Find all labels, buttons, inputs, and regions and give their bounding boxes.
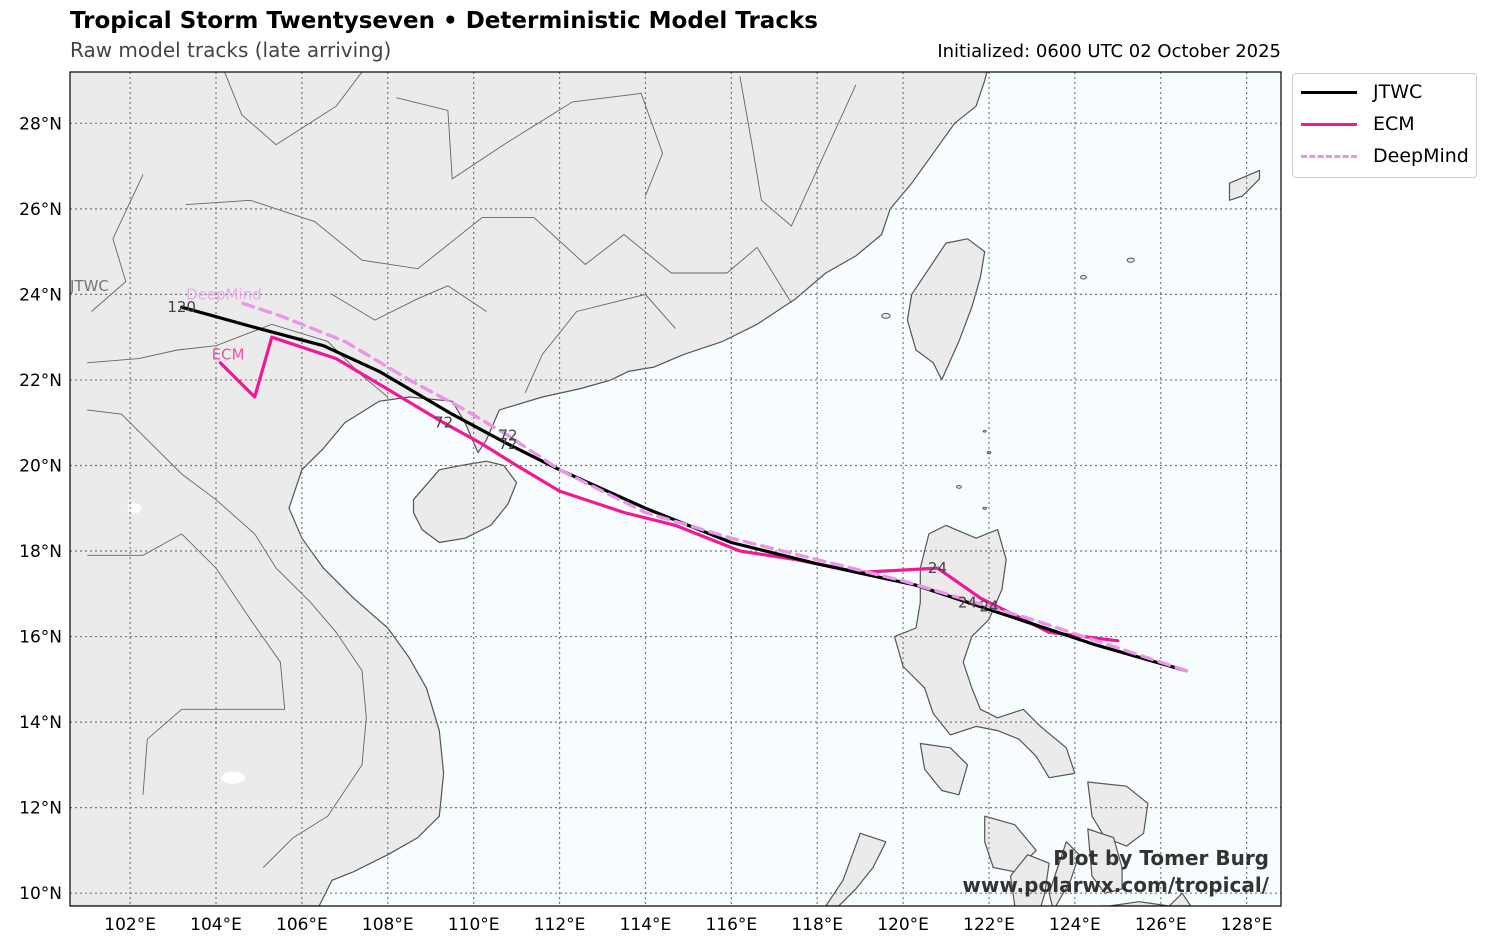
x-tick-label: 126°E xyxy=(1135,915,1187,935)
plot-frame xyxy=(69,71,1282,907)
x-tick-label: 114°E xyxy=(620,915,672,935)
admin-border xyxy=(224,72,363,146)
forecast-hour-label-ecm: 24 xyxy=(928,559,947,577)
land-samar xyxy=(1087,781,1149,847)
y-tick-label: 12°N xyxy=(19,799,62,819)
x-tick-label: 116°E xyxy=(705,915,757,935)
legend-item-ecm: ECM xyxy=(1301,112,1415,136)
y-tick-label: 26°N xyxy=(19,200,62,220)
y-tick-label: 16°N xyxy=(19,628,62,648)
admin-border xyxy=(91,174,144,312)
y-tick-label: 14°N xyxy=(19,713,62,733)
credit: Plot by Tomer Burg www.polarwx.com/tropi… xyxy=(962,845,1269,899)
y-tick-label: 28°N xyxy=(19,114,62,134)
admin-border xyxy=(185,199,792,304)
legend-label-deepmind: DeepMind xyxy=(1373,145,1469,167)
land-layer xyxy=(70,72,1261,906)
lake xyxy=(127,503,142,514)
y-tick-label: 18°N xyxy=(19,542,62,562)
forecast-hour-label-jtwc: 120 xyxy=(167,298,196,316)
x-tick-label: 110°E xyxy=(448,915,500,935)
chart-title: Tropical Storm Twentyseven • Determinist… xyxy=(70,8,818,34)
track-end-label-jtwc: JTWC xyxy=(69,277,109,295)
track-ecm xyxy=(218,335,1120,643)
chart-subtitle: Raw model tracks (late arriving) xyxy=(70,38,392,62)
legend-swatch-ecm xyxy=(1301,122,1357,126)
initialized-time: Initialized: 0600 UTC 02 October 2025 xyxy=(937,41,1281,62)
x-tick-label: 122°E xyxy=(963,915,1015,935)
land-islet xyxy=(1126,257,1135,263)
land-islet xyxy=(982,506,987,510)
forecast-hour-label-jtwc: 72 xyxy=(498,435,517,453)
land-mindanao xyxy=(1099,892,1192,906)
land-leyte xyxy=(1087,828,1123,894)
land-mindoro xyxy=(919,742,969,796)
admin-border xyxy=(396,92,664,197)
y-tick-label: 24°N xyxy=(19,285,62,305)
track-end-label-deepmind: DeepMind xyxy=(186,285,262,303)
x-tick-label: 102°E xyxy=(104,915,156,935)
x-tick-label: 106°E xyxy=(276,915,328,935)
credit-url[interactable]: www.polarwx.com/tropical/ xyxy=(962,873,1269,897)
credit-author: Plot by Tomer Burg xyxy=(1053,846,1269,870)
admin-border xyxy=(87,409,367,868)
forecast-hour-label-deepmind: 72 xyxy=(498,427,517,445)
land-luzon xyxy=(893,524,1076,779)
x-tick-label: 128°E xyxy=(1221,915,1273,935)
forecast-hour-label-ecm: 72 xyxy=(434,414,453,432)
legend-label-jtwc: JTWC xyxy=(1373,81,1423,103)
track-deepmind xyxy=(240,301,1189,673)
land-islet xyxy=(982,429,987,433)
legend-swatch-deepmind xyxy=(1301,154,1357,158)
legend-label-ecm: ECM xyxy=(1373,113,1415,135)
axis-ticks: 102°E 104°E 106°E 108°E 110°E 112°E 114°E 116°E… xyxy=(19,114,1272,935)
legend-item-deepmind: DeepMind xyxy=(1301,144,1469,168)
y-tick-label: 22°N xyxy=(19,371,62,391)
x-tick-label: 118°E xyxy=(791,915,843,935)
admin-border xyxy=(524,293,676,393)
lake xyxy=(221,771,246,784)
admin-border xyxy=(739,76,857,227)
forecast-hour-label-deepmind: 24 xyxy=(979,598,998,616)
land-islet xyxy=(1079,275,1087,280)
land-okinawa xyxy=(1228,169,1261,201)
admin-border xyxy=(87,533,286,795)
x-tick-label: 124°E xyxy=(1049,915,1101,935)
y-tick-label: 10°N xyxy=(19,884,62,904)
track-layer: 24 72 120 JTWC 24 72 ECM 24 72 DeepMind xyxy=(69,277,1189,673)
y-tick-label: 20°N xyxy=(19,456,62,476)
land-islet xyxy=(956,484,962,489)
track-end-label-ecm: ECM xyxy=(212,345,245,363)
gridlines xyxy=(70,72,1281,906)
land-cebu xyxy=(1048,841,1080,906)
x-tick-label: 120°E xyxy=(877,915,929,935)
x-tick-label: 112°E xyxy=(534,915,586,935)
land-palawan xyxy=(825,832,887,906)
x-tick-label: 108°E xyxy=(362,915,414,935)
x-tick-label: 104°E xyxy=(190,915,242,935)
track-jtwc xyxy=(180,305,1189,673)
legend-swatch-jtwc xyxy=(1301,90,1357,94)
land-islet xyxy=(881,312,891,319)
legend-item-jtwc: JTWC xyxy=(1301,80,1422,104)
legend: JTWC ECM DeepMind xyxy=(1292,73,1477,178)
forecast-hour-label-jtwc: 24 xyxy=(958,593,977,611)
